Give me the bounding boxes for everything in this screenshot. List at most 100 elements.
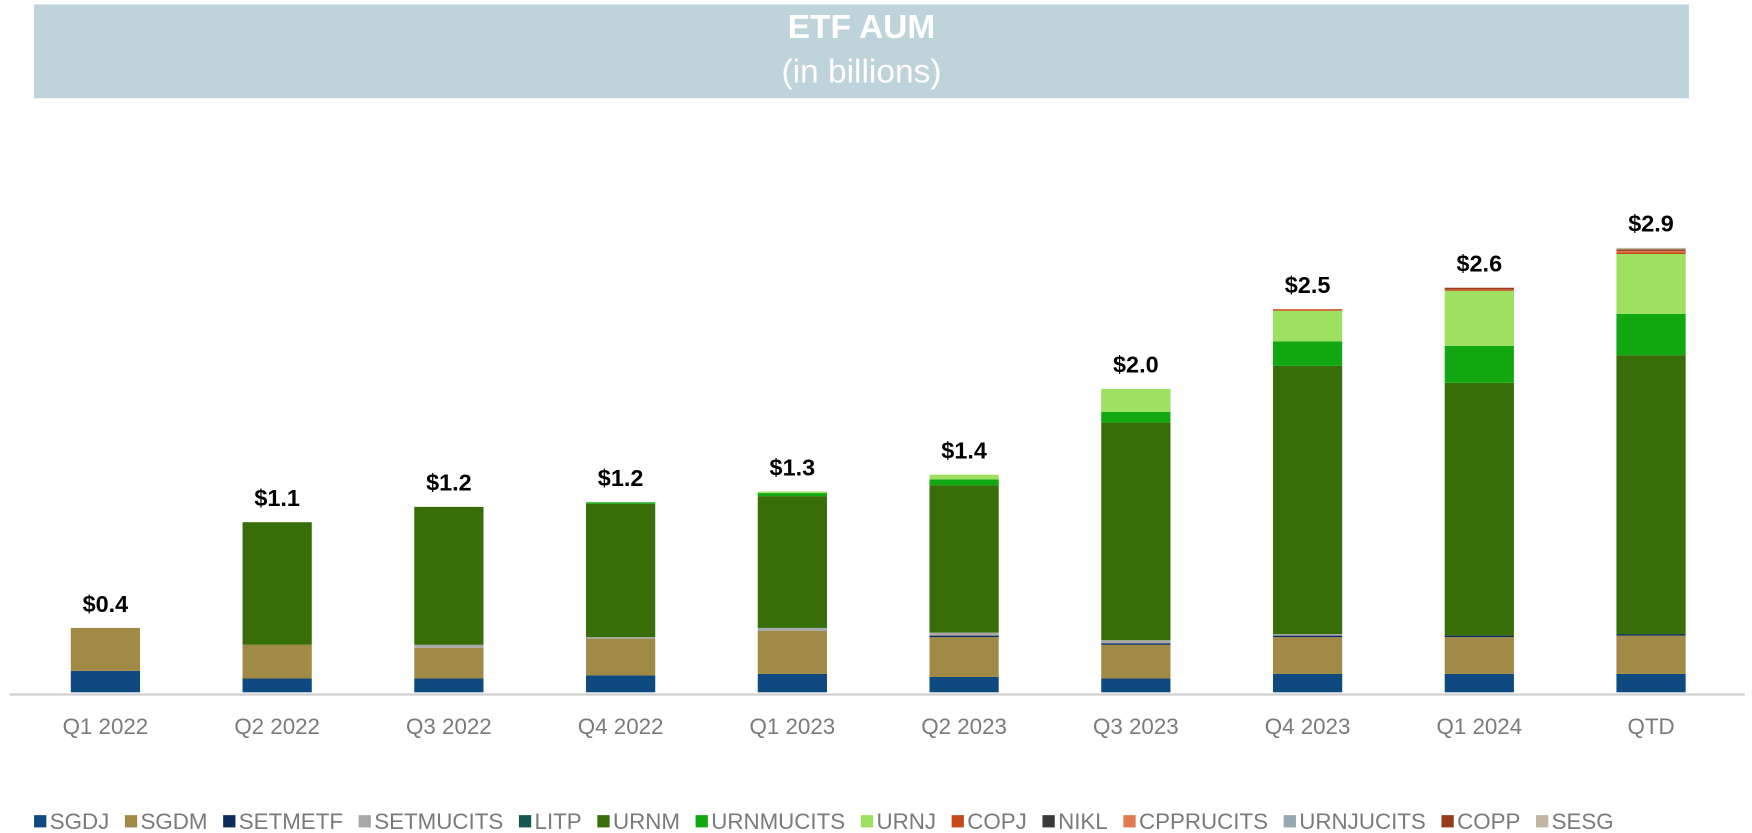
bar-segment <box>414 644 484 648</box>
total-label: $2.0 <box>1113 352 1159 378</box>
x-tick-label: QTD <box>1627 714 1674 739</box>
legend-swatch <box>358 815 371 828</box>
bar-segment <box>1272 309 1343 311</box>
bar-segment <box>1444 289 1514 291</box>
bar-segment <box>586 503 656 638</box>
bar-segment <box>1616 250 1686 253</box>
bar-segment <box>757 627 827 632</box>
total-label: $1.2 <box>426 470 472 496</box>
legend-label: URNM <box>613 809 680 833</box>
bar-segment <box>1444 287 1514 290</box>
legend-swatch <box>1536 815 1549 828</box>
bar-segment <box>414 506 484 645</box>
legend-swatch <box>695 815 708 828</box>
x-tick-label: Q3 2023 <box>1093 714 1179 739</box>
bar-segment <box>586 502 656 504</box>
bar-segment <box>70 627 141 671</box>
x-tick-label: Q3 2022 <box>406 714 492 739</box>
x-tick-label: Q2 2023 <box>921 714 1007 739</box>
bar-segment <box>1444 290 1514 346</box>
total-label: $1.4 <box>941 438 987 464</box>
title-band <box>34 4 1689 99</box>
bar-segment <box>414 647 484 679</box>
x-tick-label: Q4 2023 <box>1265 714 1351 739</box>
legend-swatch <box>1441 815 1454 828</box>
total-label: $1.3 <box>770 454 816 480</box>
bar-segment <box>414 678 484 693</box>
legend-label: NIKL <box>1058 809 1108 833</box>
legend-swatch <box>124 815 138 828</box>
bar-segment <box>242 644 312 679</box>
bar-segment <box>1272 634 1343 636</box>
bar-segment <box>1272 341 1343 366</box>
bar-segment <box>757 673 827 693</box>
legend-label: URNJ <box>876 809 936 833</box>
bar-segment <box>1616 252 1686 255</box>
bar-segment <box>242 522 312 645</box>
bar-segment <box>1444 637 1514 674</box>
legend-swatch <box>860 815 874 828</box>
legend-label: COPP <box>1457 809 1520 833</box>
bar-segment <box>1272 635 1343 638</box>
bar-segment <box>929 676 999 693</box>
legend-label: SGDM <box>141 809 208 833</box>
bar-segment <box>929 635 999 638</box>
bar-segment <box>1101 640 1171 644</box>
x-tick-label: Q1 2024 <box>1436 714 1522 739</box>
legend-swatch <box>223 815 236 828</box>
bar-segment <box>1101 411 1171 423</box>
bar-segment <box>1616 355 1686 635</box>
x-tick-label: Q4 2022 <box>578 714 664 739</box>
legend-swatch <box>597 815 610 828</box>
chart-title: ETF AUM <box>788 9 936 46</box>
bar-segment <box>757 496 827 628</box>
bar-segment <box>757 491 827 494</box>
legend-swatch <box>34 815 47 828</box>
bar-segment <box>586 637 656 639</box>
legend-label: URNMUCITS <box>711 809 845 833</box>
total-label: $1.2 <box>598 465 644 491</box>
legend-swatch <box>951 815 964 828</box>
bar-segment <box>1616 254 1686 314</box>
bar-segment <box>1616 249 1686 251</box>
bar-segment <box>1616 635 1686 674</box>
bar-segment <box>1272 365 1343 635</box>
legend-label: SESG <box>1552 809 1614 833</box>
x-tick-label: Q1 2022 <box>63 714 149 739</box>
legend-swatch <box>518 815 532 828</box>
bar-segment <box>1616 673 1686 693</box>
bar-segment <box>1101 678 1171 693</box>
bar-segment <box>1272 637 1343 674</box>
legend-swatch <box>1042 815 1055 828</box>
legend-label: COPJ <box>967 809 1027 833</box>
bar-segment <box>1616 247 1686 250</box>
legend-label: SGDJ <box>50 809 110 833</box>
legend-swatch <box>1123 815 1136 828</box>
bar-segment <box>1616 634 1686 636</box>
bar-segment <box>1272 673 1343 693</box>
bar-segment <box>1444 673 1514 693</box>
bar-segment <box>1444 345 1514 383</box>
total-label: $2.5 <box>1285 272 1331 298</box>
total-label: $1.1 <box>254 485 300 511</box>
bar-segment <box>586 675 656 693</box>
legend-label: URNJUCITS <box>1299 809 1426 833</box>
bar-segment <box>1101 422 1171 641</box>
bar-segment <box>757 493 827 497</box>
legend-label: SETMETF <box>239 809 343 833</box>
bar-segment <box>1101 644 1171 679</box>
legend-label: SETMUCITS <box>374 809 503 833</box>
total-label: $0.4 <box>83 591 129 617</box>
bar-segment <box>1101 388 1171 412</box>
bar-segment <box>1272 310 1343 342</box>
bar-segment <box>929 637 999 677</box>
bar-segment <box>929 632 999 636</box>
bar-segment <box>586 638 656 676</box>
legend-label: CPPRUCITS <box>1139 809 1268 833</box>
bar-segment <box>1616 313 1686 356</box>
bar-segment <box>929 479 999 486</box>
bar-segment <box>929 474 999 480</box>
bar-segment <box>757 631 827 674</box>
total-label: $2.6 <box>1456 251 1502 277</box>
